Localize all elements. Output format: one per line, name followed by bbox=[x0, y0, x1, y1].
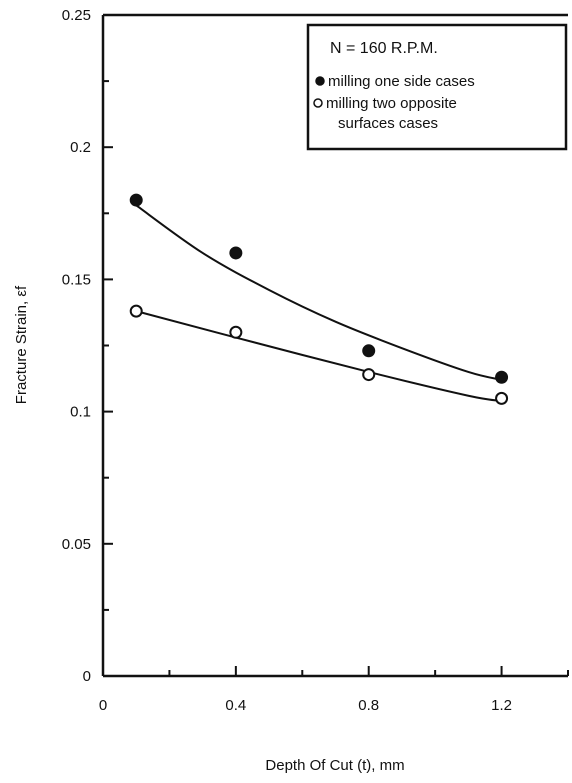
filled-point bbox=[129, 193, 143, 207]
x-tick-label: 0 bbox=[99, 697, 107, 714]
legend-filled-marker bbox=[315, 76, 325, 86]
legend-title: N = 160 R.P.M. bbox=[330, 40, 438, 57]
y-tick-label: 0.2 bbox=[70, 139, 91, 156]
x-axis-title: Depth Of Cut (t), mm bbox=[265, 757, 404, 774]
x-tick-label: 0.8 bbox=[358, 697, 379, 714]
legend-open-marker bbox=[313, 98, 323, 108]
y-tick-label: 0.15 bbox=[62, 271, 91, 288]
open-point bbox=[129, 304, 143, 318]
ticks-layer: 0 0.05 0.1 0.15 0.2 0.25 0 0.4 0.8 1.2 bbox=[62, 7, 569, 714]
legend-entry-1: milling one side cases bbox=[328, 73, 475, 90]
fit-line-series-2 bbox=[135, 310, 502, 403]
y-axis-title: Fracture Strain, εf bbox=[13, 285, 30, 404]
axis-labels-layer: Depth Of Cut (t), mm Fracture Strain, εf bbox=[13, 285, 405, 774]
open-point bbox=[495, 391, 509, 405]
data-points-layer bbox=[129, 193, 509, 405]
legend: N = 160 R.P.M. milling one side cases mill… bbox=[306, 23, 568, 151]
filled-point bbox=[229, 246, 243, 260]
filled-point bbox=[495, 370, 509, 384]
open-point bbox=[229, 325, 243, 339]
legend-entry-2: milling two opposite surfaces cases bbox=[326, 95, 457, 132]
y-tick-label: 0.05 bbox=[62, 536, 91, 553]
x-tick-label: 0.4 bbox=[225, 697, 246, 714]
y-tick-label: 0.1 bbox=[70, 404, 91, 421]
y-tick-label: 0.25 bbox=[62, 7, 91, 24]
x-tick-label: 1.2 bbox=[491, 697, 512, 714]
open-point bbox=[362, 368, 376, 382]
fit-lines-layer bbox=[135, 204, 502, 403]
legend-box bbox=[306, 23, 568, 151]
fit-line-series-1 bbox=[135, 204, 502, 381]
y-tick-label: 0 bbox=[83, 668, 91, 685]
filled-point bbox=[362, 344, 376, 358]
